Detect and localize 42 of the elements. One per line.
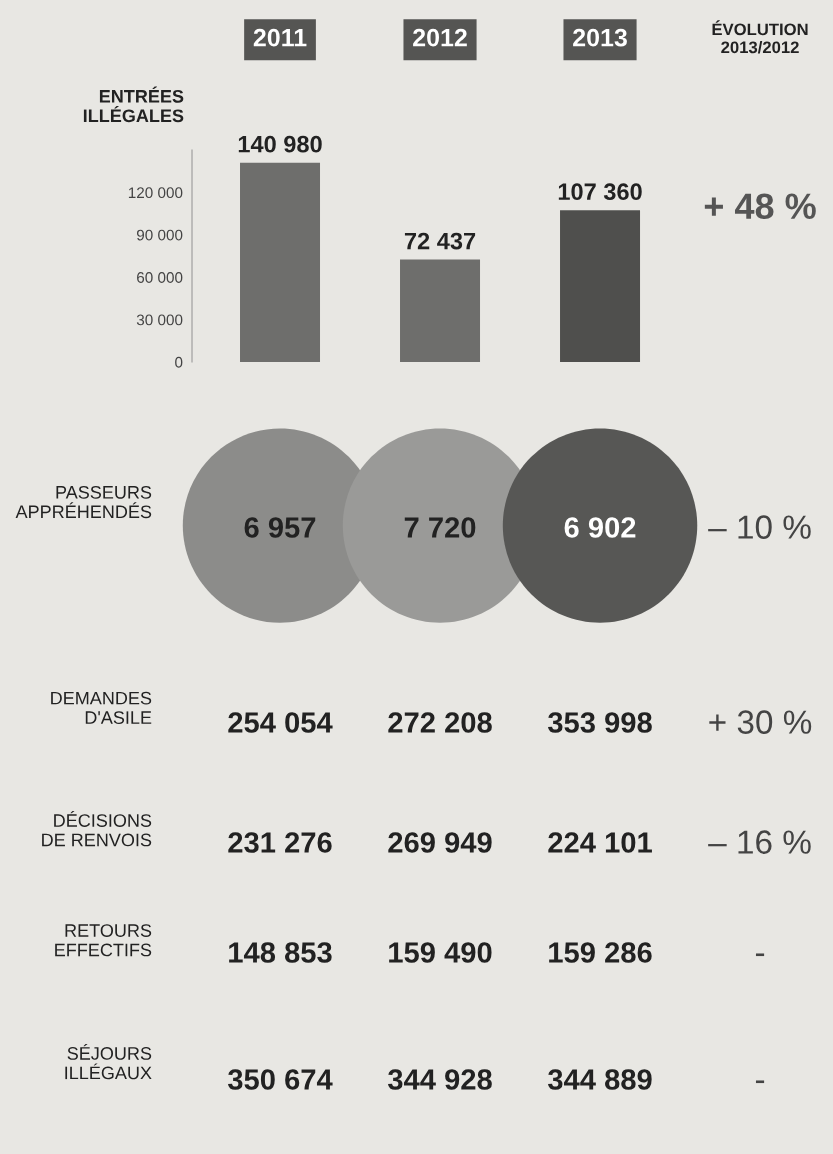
text: - — [755, 1080, 765, 1084]
text: ÉVOLUTION 2013/2012 — [712, 20, 808, 54]
text: - — [755, 953, 765, 957]
data-label: 344 889 — [547, 1069, 652, 1090]
data-label: 269 949 — [388, 832, 492, 853]
data-label: 6 902 — [564, 517, 636, 538]
data-label: 107 360 — [558, 183, 642, 201]
data-label: 353 998 — [547, 712, 652, 733]
text: DEMANDES D'ASILE — [51, 691, 152, 724]
x-tick-label: 2013 — [573, 28, 627, 47]
text: + 48 % — [704, 193, 816, 220]
chart-title: ENTRÉES ILLÉGALES — [83, 86, 184, 123]
data-label: 6 957 — [244, 517, 316, 538]
y-tick-label: 30 000 — [136, 314, 183, 326]
y-tick-label: 60 000 — [137, 272, 183, 283]
text: PASSEURS APPRÉHENDÉS — [15, 485, 152, 519]
data-label: 148 853 — [229, 942, 332, 963]
y-tick-label: 120 000 — [128, 187, 183, 199]
bar — [240, 162, 321, 362]
data-label: 344 928 — [387, 1069, 492, 1090]
text: + 30 % — [709, 710, 812, 734]
data-label: 254 054 — [228, 712, 333, 733]
data-label: 72 437 — [404, 232, 476, 250]
text: RETOURS EFFECTIFS — [55, 924, 152, 957]
text: DÉCISIONS DE RENVOIS — [42, 811, 152, 847]
bar — [400, 259, 481, 362]
data-label: 231 276 — [228, 832, 332, 853]
data-label: 350 674 — [227, 1069, 333, 1090]
y-tick-label: 0 — [175, 356, 183, 368]
x-tick-label: 2012 — [413, 28, 467, 47]
data-label: 7 720 — [404, 517, 476, 538]
data-label: 159 286 — [549, 942, 652, 963]
text: – 16 % — [708, 830, 811, 854]
data-label: 140 980 — [238, 135, 322, 153]
data-label: 272 208 — [388, 712, 492, 733]
text: – 10 % — [708, 515, 811, 539]
y-tick-label: 90 000 — [136, 229, 183, 241]
bar — [560, 210, 641, 362]
data-label: 224 101 — [548, 832, 652, 853]
data-label: 159 490 — [389, 942, 492, 963]
text: SÉJOURS ILLÉGAUX — [65, 1044, 152, 1080]
x-tick-label: 2011 — [253, 28, 307, 47]
